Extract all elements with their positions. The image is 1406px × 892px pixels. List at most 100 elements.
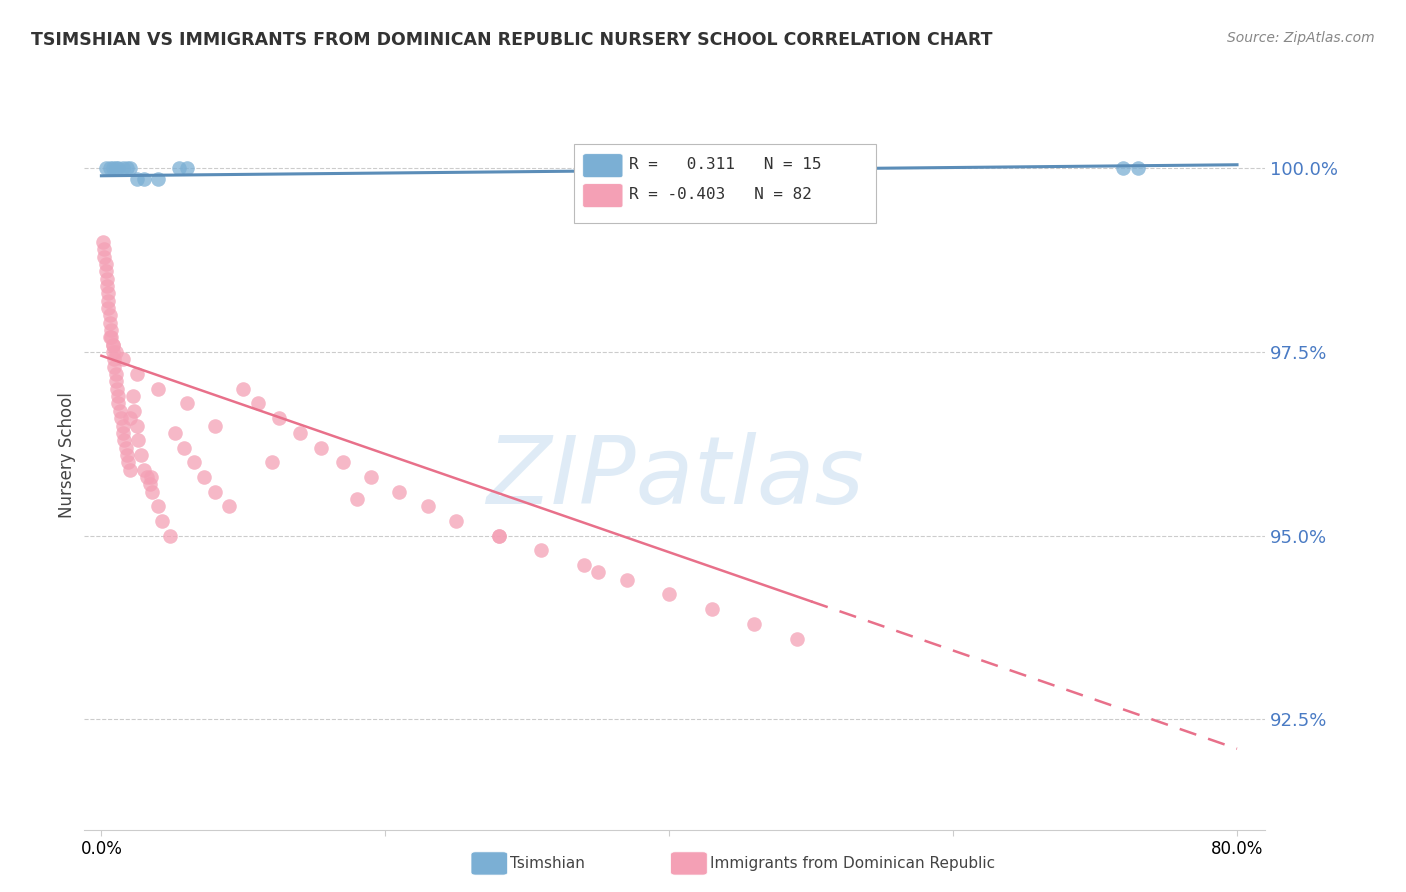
Point (94, 161, 117, 176)
Point (132, 462, 155, 476)
Text: TSIMSHIAN VS IMMIGRANTS FROM DOMINICAN REPUBLIC NURSERY SCHOOL CORRELATION CHART: TSIMSHIAN VS IMMIGRANTS FROM DOMINICAN R… (31, 31, 993, 49)
Point (98, 309, 121, 323)
Point (101, 161, 124, 176)
Point (111, 425, 134, 440)
Point (148, 500, 170, 514)
Point (360, 470, 382, 484)
Point (658, 587, 681, 601)
Point (114, 441, 136, 455)
FancyBboxPatch shape (582, 184, 623, 208)
FancyBboxPatch shape (582, 153, 623, 178)
Point (111, 352, 134, 367)
Point (388, 484, 411, 499)
Point (101, 345, 124, 359)
Point (112, 434, 135, 448)
Point (232, 382, 254, 396)
Point (101, 337, 124, 351)
Point (107, 161, 129, 176)
Point (267, 411, 290, 425)
Point (159, 529, 181, 543)
Point (132, 172, 155, 186)
Point (744, 616, 766, 631)
Point (135, 470, 157, 484)
Point (173, 441, 195, 455)
Point (616, 573, 638, 587)
Point (103, 359, 125, 374)
Point (1126, 161, 1149, 176)
Point (193, 470, 215, 484)
Point (416, 500, 439, 514)
Point (260, 455, 283, 469)
Point (572, 558, 595, 573)
Point (446, 514, 468, 528)
Text: Tsimshian: Tsimshian (510, 856, 585, 871)
Point (107, 389, 129, 403)
Point (346, 491, 368, 506)
Point (700, 602, 723, 616)
Point (176, 161, 198, 176)
Point (176, 396, 198, 410)
Text: Immigrants from Dominican Republic: Immigrants from Dominican Republic (710, 856, 995, 871)
Point (183, 455, 205, 469)
Point (104, 367, 127, 381)
Point (218, 500, 240, 514)
Point (125, 418, 148, 433)
Point (148, 382, 170, 396)
Point (311, 441, 333, 455)
Point (488, 529, 510, 543)
Point (93, 242, 115, 256)
Point (104, 345, 127, 359)
Point (139, 470, 162, 484)
Point (111, 418, 134, 433)
Point (98, 161, 121, 176)
Point (332, 455, 354, 469)
Point (105, 382, 128, 396)
Point (122, 404, 145, 418)
Point (110, 411, 132, 425)
Point (118, 161, 141, 176)
Point (103, 352, 125, 367)
Point (1112, 161, 1135, 176)
Point (97, 286, 120, 301)
Point (138, 477, 160, 491)
Point (93, 250, 115, 264)
Point (125, 367, 148, 381)
Point (530, 543, 553, 558)
Text: R = -0.403   N = 82: R = -0.403 N = 82 (628, 187, 811, 202)
Point (96, 271, 118, 285)
Y-axis label: Nursery School: Nursery School (58, 392, 76, 518)
Point (129, 448, 152, 462)
Point (104, 161, 127, 176)
Point (204, 484, 226, 499)
Point (100, 330, 122, 344)
Point (125, 172, 148, 186)
Text: Source: ZipAtlas.com: Source: ZipAtlas.com (1227, 31, 1375, 45)
Point (148, 172, 170, 186)
Point (98, 330, 121, 344)
Point (117, 455, 139, 469)
Point (97, 301, 120, 315)
Text: R =   0.311   N = 15: R = 0.311 N = 15 (628, 158, 821, 172)
Point (101, 337, 124, 351)
Point (94, 257, 117, 271)
Point (121, 389, 143, 403)
Point (91, 235, 114, 249)
Point (204, 418, 226, 433)
Text: ZIPatlas: ZIPatlas (486, 432, 863, 523)
Point (115, 448, 138, 462)
Point (94, 264, 117, 278)
Point (97, 293, 120, 308)
Point (169, 161, 191, 176)
Point (786, 632, 808, 646)
Point (488, 529, 510, 543)
Point (586, 566, 609, 580)
Point (96, 279, 118, 293)
Point (108, 404, 131, 418)
Point (104, 375, 127, 389)
Point (152, 514, 174, 528)
Point (127, 434, 149, 448)
Point (118, 462, 141, 476)
Point (100, 323, 122, 337)
Point (98, 316, 121, 330)
Point (246, 396, 269, 410)
